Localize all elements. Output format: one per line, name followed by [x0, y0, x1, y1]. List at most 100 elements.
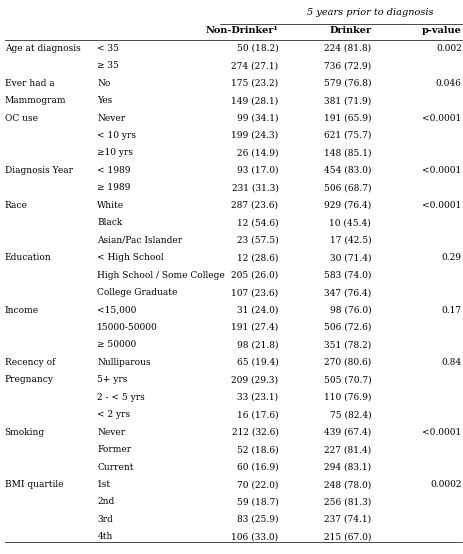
Text: <15,000: <15,000	[97, 306, 137, 315]
Text: 0.17: 0.17	[441, 306, 461, 315]
Text: 287 (23.6): 287 (23.6)	[231, 201, 278, 210]
Text: 5+ yrs: 5+ yrs	[97, 376, 127, 384]
Text: 212 (32.6): 212 (32.6)	[231, 428, 278, 437]
Text: < 10 yrs: < 10 yrs	[97, 131, 136, 140]
Text: 579 (76.8): 579 (76.8)	[323, 79, 370, 88]
Text: Race: Race	[5, 201, 27, 210]
Text: 98 (76.0): 98 (76.0)	[329, 306, 370, 315]
Text: 237 (74.1): 237 (74.1)	[323, 515, 370, 524]
Text: <0.0001: <0.0001	[421, 166, 461, 175]
Text: 70 (22.0): 70 (22.0)	[237, 480, 278, 489]
Text: 270 (80.6): 270 (80.6)	[323, 358, 370, 367]
Text: Ever had a: Ever had a	[5, 79, 54, 88]
Text: Pregnancy: Pregnancy	[5, 376, 54, 384]
Text: < 1989: < 1989	[97, 166, 131, 175]
Text: Income: Income	[5, 306, 39, 315]
Text: ≥ 1989: ≥ 1989	[97, 183, 131, 192]
Text: 583 (74.0): 583 (74.0)	[323, 271, 370, 280]
Text: 0.84: 0.84	[441, 358, 461, 367]
Text: 149 (28.1): 149 (28.1)	[231, 96, 278, 105]
Text: Asian/Pac Islander: Asian/Pac Islander	[97, 236, 182, 245]
Text: <0.0001: <0.0001	[421, 201, 461, 210]
Text: 12 (54.6): 12 (54.6)	[236, 218, 278, 227]
Text: Smoking: Smoking	[5, 428, 44, 437]
Text: Diagnosis Year: Diagnosis Year	[5, 166, 73, 175]
Text: 621 (75.7): 621 (75.7)	[323, 131, 370, 140]
Text: 929 (76.4): 929 (76.4)	[323, 201, 370, 210]
Text: ≥ 35: ≥ 35	[97, 61, 119, 70]
Text: White: White	[97, 201, 124, 210]
Text: Black: Black	[97, 218, 122, 227]
Text: 30 (71.4): 30 (71.4)	[329, 253, 370, 262]
Text: 224 (81.8): 224 (81.8)	[323, 44, 370, 53]
Text: 15000-50000: 15000-50000	[97, 323, 158, 332]
Text: 439 (67.4): 439 (67.4)	[323, 428, 370, 437]
Text: 2 - < 5 yrs: 2 - < 5 yrs	[97, 393, 145, 402]
Text: 93 (17.0): 93 (17.0)	[237, 166, 278, 175]
Text: 256 (81.3): 256 (81.3)	[323, 497, 370, 506]
Text: 215 (67.0): 215 (67.0)	[323, 532, 370, 541]
Text: 17 (42.5): 17 (42.5)	[329, 236, 370, 245]
Text: 98 (21.8): 98 (21.8)	[237, 340, 278, 350]
Text: < 2 yrs: < 2 yrs	[97, 410, 130, 419]
Text: 205 (26.0): 205 (26.0)	[231, 271, 278, 280]
Text: 4th: 4th	[97, 532, 113, 541]
Text: 248 (78.0): 248 (78.0)	[323, 480, 370, 489]
Text: 381 (71.9): 381 (71.9)	[323, 96, 370, 105]
Text: 191 (65.9): 191 (65.9)	[323, 114, 370, 122]
Text: Nulliparous: Nulliparous	[97, 358, 151, 367]
Text: 110 (76.9): 110 (76.9)	[323, 393, 370, 402]
Text: 148 (85.1): 148 (85.1)	[323, 148, 370, 157]
Text: 2nd: 2nd	[97, 497, 114, 506]
Text: 347 (76.4): 347 (76.4)	[323, 288, 370, 297]
Text: 231 (31.3): 231 (31.3)	[231, 183, 278, 192]
Text: 454 (83.0): 454 (83.0)	[323, 166, 370, 175]
Text: 175 (23.2): 175 (23.2)	[231, 79, 278, 88]
Text: Recency of: Recency of	[5, 358, 55, 367]
Text: 191 (27.4): 191 (27.4)	[231, 323, 278, 332]
Text: 23 (57.5): 23 (57.5)	[236, 236, 278, 245]
Text: Non-Drinker¹: Non-Drinker¹	[205, 26, 278, 35]
Text: ≥ 50000: ≥ 50000	[97, 340, 137, 350]
Text: High School / Some College: High School / Some College	[97, 271, 225, 280]
Text: 50 (18.2): 50 (18.2)	[236, 44, 278, 53]
Text: 5 years prior to diagnosis: 5 years prior to diagnosis	[306, 8, 432, 17]
Text: 506 (68.7): 506 (68.7)	[323, 183, 370, 192]
Text: 106 (33.0): 106 (33.0)	[231, 532, 278, 541]
Text: College Graduate: College Graduate	[97, 288, 177, 297]
Text: 83 (25.9): 83 (25.9)	[237, 515, 278, 524]
Text: 274 (27.1): 274 (27.1)	[231, 61, 278, 70]
Text: 75 (82.4): 75 (82.4)	[329, 410, 370, 419]
Text: Current: Current	[97, 463, 134, 471]
Text: 10 (45.4): 10 (45.4)	[329, 218, 370, 227]
Text: 59 (18.7): 59 (18.7)	[236, 497, 278, 506]
Text: Education: Education	[5, 253, 51, 262]
Text: 0.046: 0.046	[435, 79, 461, 88]
Text: 60 (16.9): 60 (16.9)	[236, 463, 278, 471]
Text: 99 (34.1): 99 (34.1)	[237, 114, 278, 122]
Text: <0.0001: <0.0001	[421, 428, 461, 437]
Text: < 35: < 35	[97, 44, 119, 53]
Text: BMI quartile: BMI quartile	[5, 480, 63, 489]
Text: ≥10 yrs: ≥10 yrs	[97, 148, 133, 157]
Text: Mammogram: Mammogram	[5, 96, 66, 105]
Text: 1st: 1st	[97, 480, 111, 489]
Text: Never: Never	[97, 428, 125, 437]
Text: 351 (78.2): 351 (78.2)	[323, 340, 370, 350]
Text: 31 (24.0): 31 (24.0)	[237, 306, 278, 315]
Text: <0.0001: <0.0001	[421, 114, 461, 122]
Text: Former: Former	[97, 445, 131, 454]
Text: No: No	[97, 79, 111, 88]
Text: 0.0002: 0.0002	[429, 480, 461, 489]
Text: 33 (23.1): 33 (23.1)	[237, 393, 278, 402]
Text: Yes: Yes	[97, 96, 113, 105]
Text: < High School: < High School	[97, 253, 164, 262]
Text: 3rd: 3rd	[97, 515, 113, 524]
Text: 65 (19.4): 65 (19.4)	[236, 358, 278, 367]
Text: 0.29: 0.29	[441, 253, 461, 262]
Text: Age at diagnosis: Age at diagnosis	[5, 44, 80, 53]
Text: 16 (17.6): 16 (17.6)	[236, 410, 278, 419]
Text: 505 (70.7): 505 (70.7)	[323, 376, 370, 384]
Text: 199 (24.3): 199 (24.3)	[231, 131, 278, 140]
Text: 736 (72.9): 736 (72.9)	[323, 61, 370, 70]
